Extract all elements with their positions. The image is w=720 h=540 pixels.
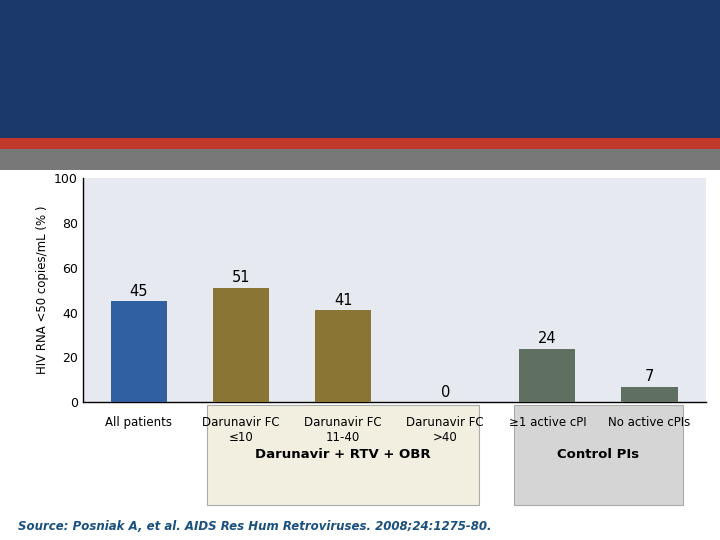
Bar [111,301,167,402]
Text: 51: 51 [232,271,251,285]
Text: Week 24: Virologic Response, by Viral Susceptibility at Baseline: Week 24: Virologic Response, by Viral Su… [18,151,547,166]
Text: 45: 45 [130,284,148,299]
Text: All patients: All patients [105,416,173,429]
Bar [519,348,575,402]
Text: ≥1 active cPI: ≥1 active cPI [508,416,586,429]
Text: 24: 24 [538,331,557,346]
Bar [315,310,372,402]
Text: Darunavir FC
≤10: Darunavir FC ≤10 [202,416,280,444]
Bar [621,387,678,402]
Text: Source: Posniak A, et al. AIDS Res Hum Retroviruses. 2008;24:1275-80.: Source: Posniak A, et al. AIDS Res Hum R… [18,520,492,533]
Text: No active cPIs: No active cPIs [608,416,690,429]
Text: POWER 1 and 2: Result: POWER 1 and 2: Result [18,80,325,104]
Text: Darunavir FC
>40: Darunavir FC >40 [406,416,484,444]
Bar [213,288,269,402]
Text: Darunavir FC
11-40: Darunavir FC 11-40 [305,416,382,444]
Text: Darunavir/r versus other PIs in Treatment-Experienced: Darunavir/r versus other PIs in Treatmen… [18,28,471,45]
Text: Darunavir + RTV + OBR: Darunavir + RTV + OBR [256,448,431,462]
Text: 41: 41 [334,293,352,308]
Y-axis label: HIV RNA <50 copies/mL (% ): HIV RNA <50 copies/mL (% ) [35,206,48,375]
Text: 7: 7 [644,369,654,384]
Text: Control PIs: Control PIs [557,448,639,462]
Text: 0: 0 [441,384,450,400]
